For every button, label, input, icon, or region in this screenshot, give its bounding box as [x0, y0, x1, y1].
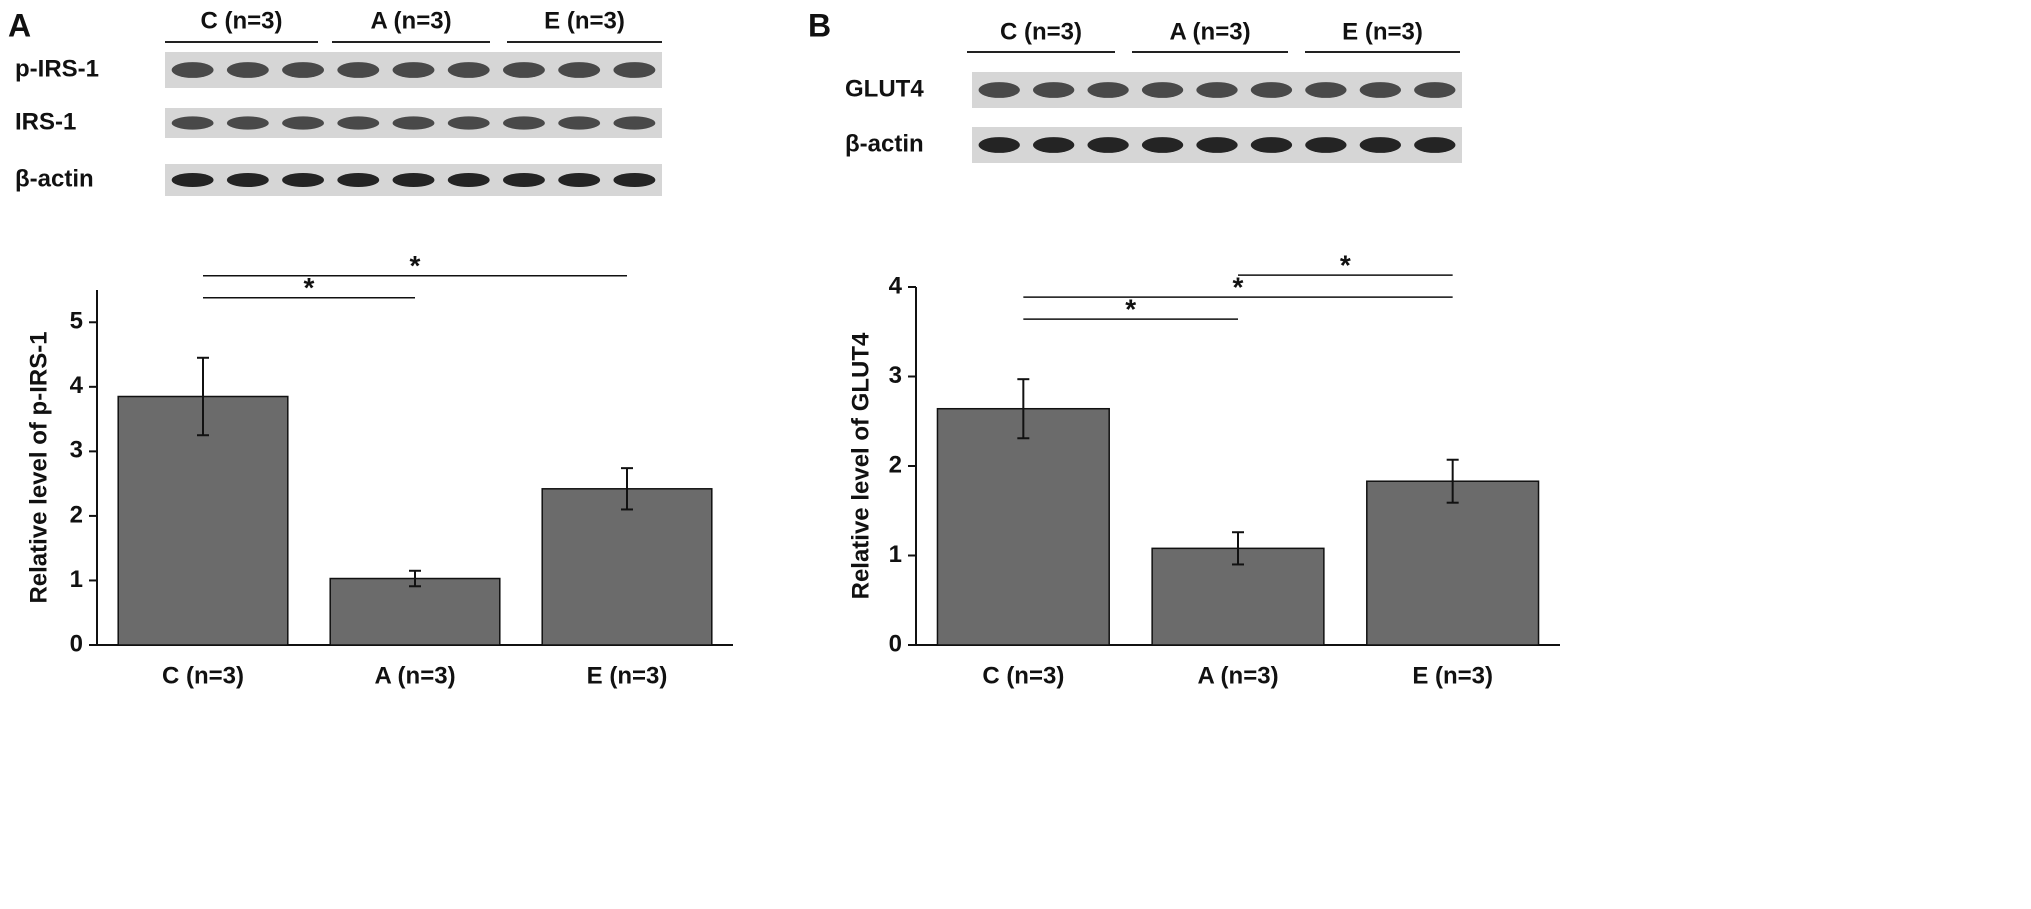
blot-group-label: A (n=3): [370, 7, 451, 34]
blot-row-label: β-actin: [845, 130, 924, 157]
y-tick-label: 5: [70, 308, 83, 335]
blot-band: [171, 116, 214, 130]
blot-row-label: β-actin: [15, 165, 94, 192]
significance-label: *: [304, 272, 315, 303]
blot-band: [1414, 137, 1456, 153]
error-bar: [409, 569, 421, 588]
y-tick-label: 3: [889, 362, 902, 389]
blot-band: [1087, 137, 1129, 153]
significance-label: *: [1340, 250, 1351, 281]
significance-label: *: [1233, 272, 1244, 303]
error-bar: [1017, 378, 1030, 440]
y-axis-label: Relative level of p-IRS-1: [25, 331, 52, 603]
blot-band: [447, 116, 490, 130]
blot-band: [337, 172, 380, 188]
y-tick-label: 2: [70, 501, 83, 528]
blot-band: [1305, 82, 1347, 98]
y-tick-label: 2: [889, 451, 902, 478]
y-tick-label: 1: [889, 541, 902, 568]
blot-band: [226, 116, 269, 130]
blot-band: [613, 62, 656, 78]
blot-band: [282, 172, 325, 188]
y-axis-label: Relative level of GLUT4: [847, 332, 874, 599]
blot-band: [171, 172, 214, 188]
blot-band: [226, 62, 269, 78]
blot-band: [502, 116, 545, 130]
blot-band: [226, 172, 269, 188]
error-bar: [1446, 458, 1459, 504]
blot-band: [1196, 82, 1238, 98]
blot-band: [1141, 82, 1184, 98]
blot-row-label: p-IRS-1: [15, 55, 99, 82]
blot-band: [337, 62, 380, 78]
panel-label: B: [808, 7, 831, 43]
y-tick-label: 4: [70, 372, 84, 399]
error-bar: [621, 467, 633, 511]
blot-group-label: E (n=3): [544, 7, 625, 34]
y-tick-label: 4: [889, 272, 903, 299]
error-bar: [1232, 531, 1244, 566]
blot-band: [392, 172, 435, 188]
y-tick-label: 1: [70, 566, 83, 593]
blot-band: [1250, 82, 1293, 98]
y-tick-label: 0: [70, 630, 83, 657]
bar: [936, 407, 1110, 646]
blot-band: [558, 62, 601, 78]
bar: [541, 488, 713, 646]
blot-band: [613, 116, 656, 130]
significance-label: *: [1125, 294, 1136, 325]
blot-row-label: IRS-1: [15, 108, 76, 135]
x-tick-label: C (n=3): [982, 662, 1064, 689]
blot-band: [1032, 82, 1075, 98]
x-tick-label: A (n=3): [374, 662, 455, 689]
significance-label: *: [410, 250, 421, 281]
blot-group-label: C (n=3): [200, 7, 282, 34]
blot-band: [1141, 137, 1184, 153]
blot-band: [558, 172, 601, 188]
blot-band: [1414, 82, 1456, 98]
blot-band: [282, 62, 325, 78]
bar: [329, 577, 501, 646]
y-tick-label: 3: [70, 437, 83, 464]
blot-band: [337, 116, 380, 130]
blot-band: [447, 172, 490, 188]
bar: [117, 395, 289, 646]
blot-band: [613, 172, 656, 188]
blot-band: [447, 62, 490, 78]
y-tick-label: 0: [889, 630, 902, 657]
blot-group-label: A (n=3): [1169, 18, 1250, 45]
blot-band: [1359, 82, 1402, 98]
blot-band: [1032, 137, 1075, 153]
x-tick-label: E (n=3): [1412, 662, 1493, 689]
blot-band: [1196, 137, 1238, 153]
error-bar: [197, 356, 209, 437]
blot-band: [1250, 137, 1293, 153]
blot-band: [502, 172, 545, 188]
panel-label: A: [8, 7, 31, 43]
blot-band: [978, 82, 1020, 98]
blot-band: [978, 137, 1020, 153]
blot-band: [558, 116, 601, 130]
blot-band: [1087, 82, 1129, 98]
blot-band: [282, 116, 325, 130]
blot-group-label: E (n=3): [1342, 18, 1423, 45]
x-tick-label: C (n=3): [162, 662, 244, 689]
x-tick-label: E (n=3): [587, 662, 668, 689]
blot-band: [392, 116, 435, 130]
x-tick-label: A (n=3): [1197, 662, 1278, 689]
blot-band: [1359, 137, 1402, 153]
blot-band: [1305, 137, 1347, 153]
bar: [1366, 480, 1540, 646]
blot-band: [502, 62, 545, 78]
blot-band: [392, 62, 435, 78]
blot-row-label: GLUT4: [845, 75, 924, 102]
blot-group-label: C (n=3): [1000, 18, 1082, 45]
blot-band: [171, 62, 214, 78]
